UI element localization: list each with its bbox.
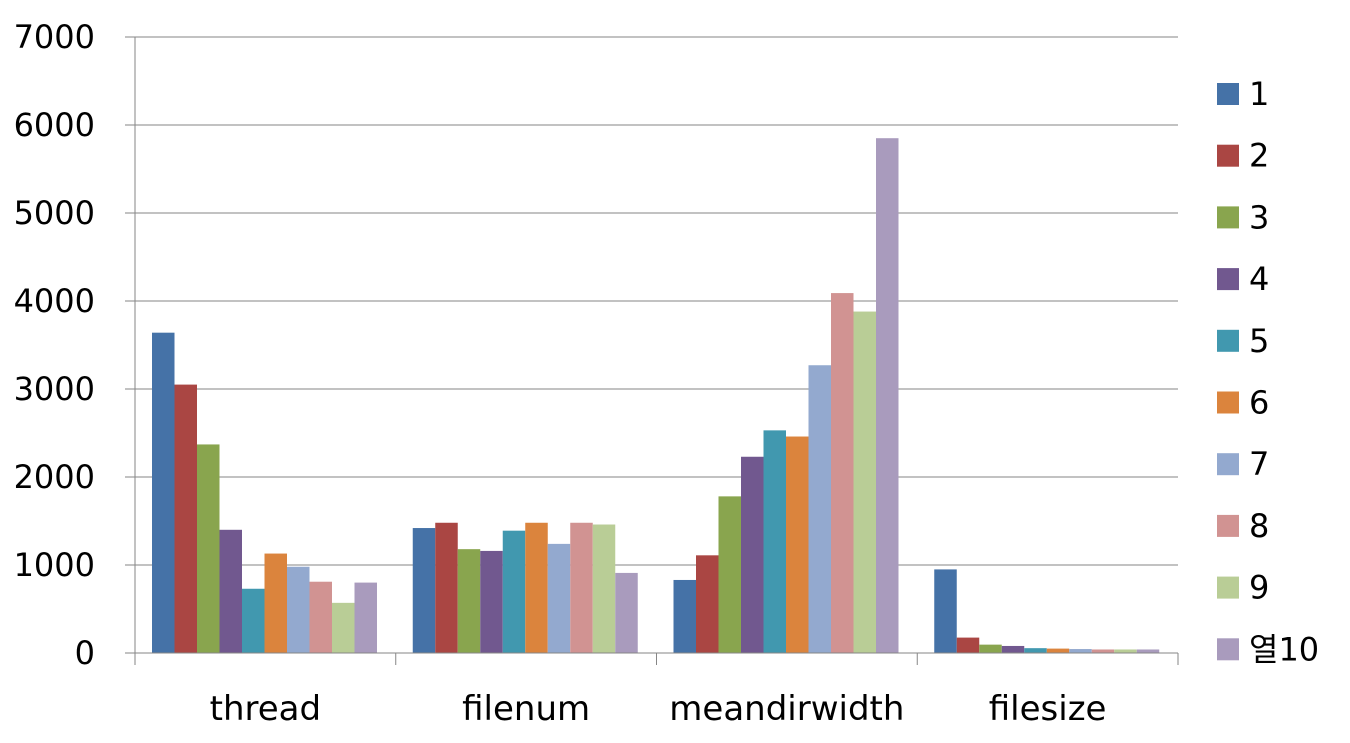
- bar: [831, 293, 854, 653]
- bar: [853, 311, 876, 653]
- legend-label: 2: [1249, 137, 1269, 175]
- y-tick-label: 6000: [14, 106, 95, 144]
- bar: [219, 529, 242, 653]
- bar: [673, 579, 696, 653]
- bar: [592, 524, 616, 653]
- legend-item: 5: [1217, 322, 1269, 360]
- x-axis-category-labels: thread filenum meandirwidth filesize: [210, 689, 1107, 729]
- bar: [1136, 649, 1160, 653]
- bar: [615, 572, 638, 653]
- bars: [152, 138, 1160, 653]
- legend-swatch: [1217, 514, 1239, 537]
- legend-swatch: [1217, 206, 1239, 229]
- bar: [354, 582, 377, 653]
- y-tick-label: 2000: [14, 458, 95, 496]
- bar: [1091, 649, 1115, 653]
- legend-item: 7: [1217, 445, 1269, 483]
- series-7: [287, 365, 1092, 653]
- bar: [197, 444, 220, 653]
- y-tick-label: 0: [75, 634, 95, 672]
- bar: [934, 569, 957, 653]
- bar: [525, 522, 548, 653]
- legend-swatch: [1217, 391, 1239, 414]
- bar: [1114, 649, 1137, 653]
- bar: [956, 637, 980, 653]
- series-8: [309, 293, 1115, 653]
- x-category-label: filenum: [462, 689, 590, 729]
- bar: [979, 644, 1002, 653]
- legend-label: 열10: [1249, 630, 1319, 668]
- bar: [152, 332, 175, 653]
- series-2: [174, 384, 980, 653]
- legend-swatch: [1217, 638, 1239, 661]
- y-tick-label: 7000: [14, 18, 95, 56]
- legend-item: 8: [1217, 507, 1269, 545]
- legend-item: 열10: [1217, 630, 1319, 668]
- series-6: [264, 436, 1070, 653]
- bar: [808, 365, 831, 653]
- legend-label: 7: [1249, 445, 1269, 483]
- legend-swatch: [1217, 144, 1239, 167]
- legend-item: 9: [1217, 569, 1269, 607]
- series-4: [219, 456, 1025, 653]
- bar: [570, 522, 593, 653]
- legend-item: 1: [1217, 75, 1269, 113]
- bar: [287, 566, 310, 653]
- legend-label: 6: [1249, 384, 1269, 422]
- legend-item: 3: [1217, 198, 1269, 236]
- y-tick-label: 3000: [14, 370, 95, 408]
- legend-label: 8: [1249, 507, 1269, 545]
- bar: [876, 138, 899, 653]
- legend-item: 6: [1217, 384, 1269, 422]
- axes: [134, 37, 1179, 665]
- bar: [480, 550, 503, 653]
- bar: [763, 430, 786, 653]
- legend-label: 9: [1249, 569, 1269, 607]
- series-열10: [354, 138, 1160, 653]
- series-1: [152, 332, 957, 653]
- y-axis-tick-labels: 0 1000 2000 3000 4000 5000 6000 7000: [14, 18, 95, 672]
- bar: [309, 581, 332, 653]
- series-5: [242, 430, 1047, 653]
- legend-swatch: [1217, 83, 1239, 105]
- bar: [502, 530, 526, 653]
- gridlines: [125, 36, 1178, 654]
- bar: [264, 553, 287, 653]
- bar: [457, 549, 481, 653]
- legend-label: 3: [1249, 198, 1269, 236]
- legend-label: 1: [1249, 75, 1269, 113]
- bar: [435, 522, 458, 653]
- x-category-label: meandirwidth: [669, 689, 904, 729]
- bar: [786, 436, 809, 653]
- bar: [696, 555, 719, 653]
- bar: [1001, 645, 1025, 653]
- legend-label: 5: [1249, 322, 1269, 360]
- y-tick-label: 4000: [14, 282, 95, 320]
- x-category-label: filesize: [989, 689, 1107, 729]
- bar: [718, 496, 741, 653]
- bar: [1069, 649, 1092, 653]
- bar: [1046, 648, 1070, 653]
- bar: [332, 602, 355, 653]
- legend-swatch: [1217, 576, 1239, 599]
- legend-swatch: [1217, 329, 1239, 352]
- legend-item: 2: [1217, 137, 1269, 175]
- x-category-label: thread: [210, 689, 321, 729]
- legend-swatch: [1217, 268, 1239, 291]
- legend: 1 2 3 4 5 6 7 8 9 열10: [1217, 75, 1319, 668]
- legend-swatch: [1217, 453, 1239, 476]
- bar: [547, 543, 571, 653]
- bar: [741, 456, 764, 653]
- legend-item: 4: [1217, 260, 1269, 298]
- bar: [412, 528, 436, 653]
- legend-label: 4: [1249, 260, 1269, 298]
- bar: [1024, 648, 1047, 653]
- bar: [174, 384, 197, 653]
- bar: [242, 588, 265, 653]
- y-tick-label: 5000: [14, 194, 95, 232]
- series-3: [197, 444, 1002, 653]
- y-tick-label: 1000: [14, 546, 95, 584]
- series-9: [332, 311, 1137, 653]
